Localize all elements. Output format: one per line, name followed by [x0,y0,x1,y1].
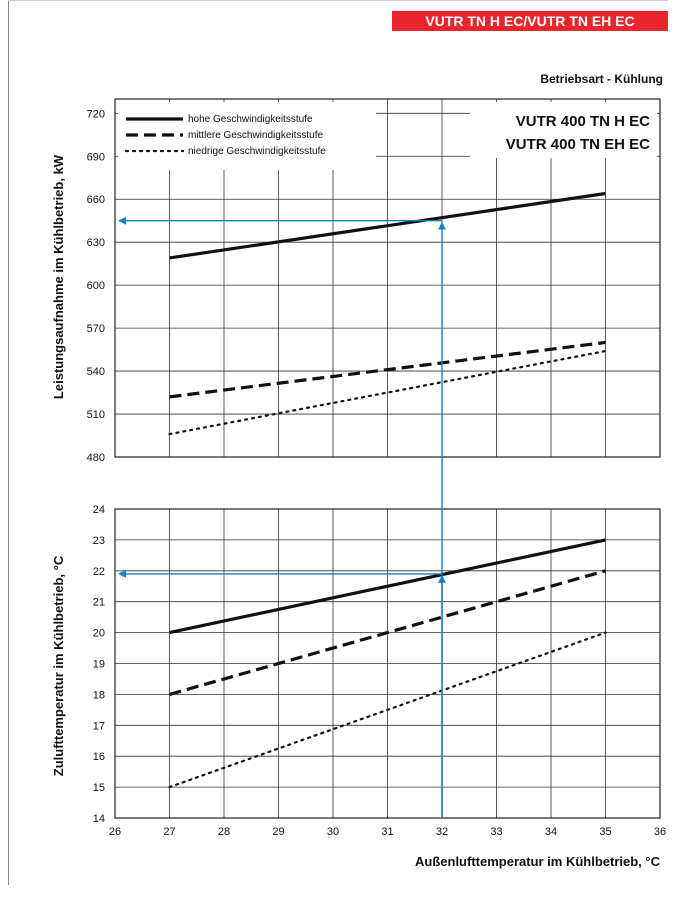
x-tick-label-10: 36 [654,826,666,838]
y-tick-label-bottom-10: 24 [93,504,105,516]
model-label-0: VUTR 400 TN H EC [516,113,650,130]
legend-label-solid: hohe Geschwindigkeitsstufe [188,114,313,125]
plot-frame-top [114,98,661,458]
series-line-bottom-solid [169,538,606,635]
legend: hohe Geschwindigkeitsstufe mittlere Gesch… [118,102,657,170]
legend-label-dotted: niedrige Geschwindigkeitsstufe [188,146,326,157]
x-tick-label-5: 31 [381,826,393,838]
y-tick-label-top-3: 570 [87,323,105,335]
y-tick-label-bottom-1: 15 [93,782,105,794]
y-tick-label-top-5: 630 [87,237,105,249]
x-tick-label-1: 27 [163,826,175,838]
model-label-background [470,102,657,158]
y-tick-label-bottom-9: 23 [93,535,105,547]
y-tick-label-bottom-3: 17 [93,720,105,732]
y-tick-label-top-0: 480 [87,452,105,464]
y-tick-label-bottom-6: 20 [93,628,105,640]
y-tick-label-top-8: 720 [87,108,105,120]
series-line-bottom-dashed [169,569,606,696]
x-tick-label-7: 33 [490,826,502,838]
legend-background [118,102,376,170]
y-tick-label-top-1: 510 [87,409,105,421]
x-tick-label-2: 28 [218,826,230,838]
supply-temperature-chart: 14 15 16 17 18 19 20 21 22 23 24 26 27 28 29 30 31 32 33 34… [93,504,666,838]
operating-mode-label: Betriebsart - Kühlung [540,72,663,86]
x-axis-label: Außenlufttemperatur im Kühlbetrieb, °C [415,854,661,869]
series-line-top-dashed [169,340,606,399]
y-axis-label-top: Leistungsaufnahme im Kühlbetrieb, kW [51,154,66,399]
x-tick-label-0: 26 [109,826,121,838]
y-tick-label-bottom-8: 22 [93,566,105,578]
y-axis-label-bottom: Zulufttemperatur im Kühlbetrieb, °C [51,555,66,776]
x-tick-label-8: 34 [545,826,557,838]
legend-label-dashed: mittlere Geschwindigkeitsstufe [188,130,323,141]
reading-guides [118,216,446,818]
x-tick-label-3: 29 [272,826,284,838]
y-tick-label-top-4: 600 [87,280,105,292]
x-tick-label-4: 30 [327,826,339,838]
y-tick-label-bottom-5: 19 [93,659,105,671]
y-tick-label-top-7: 690 [87,151,105,163]
y-tick-label-top-6: 660 [87,194,105,206]
y-tick-label-top-2: 540 [87,366,105,378]
x-tick-label-6: 32 [436,826,448,838]
y-tick-label-bottom-2: 16 [93,751,105,763]
page-border [8,0,9,885]
product-badge: VUTR TN H EC/VUTR TN EH EC [392,11,668,31]
model-label-1: VUTR 400 TN EH EC [506,136,650,153]
top-rule [8,0,668,1]
series-line-top-solid [169,191,606,260]
y-tick-label-bottom-0: 14 [93,813,105,825]
x-tick-label-9: 35 [599,826,611,838]
plot-frame-bottom [114,508,661,819]
series-line-bottom-dotted [168,631,607,789]
y-tick-label-bottom-7: 21 [93,597,105,609]
y-tick-label-bottom-4: 18 [93,689,105,701]
